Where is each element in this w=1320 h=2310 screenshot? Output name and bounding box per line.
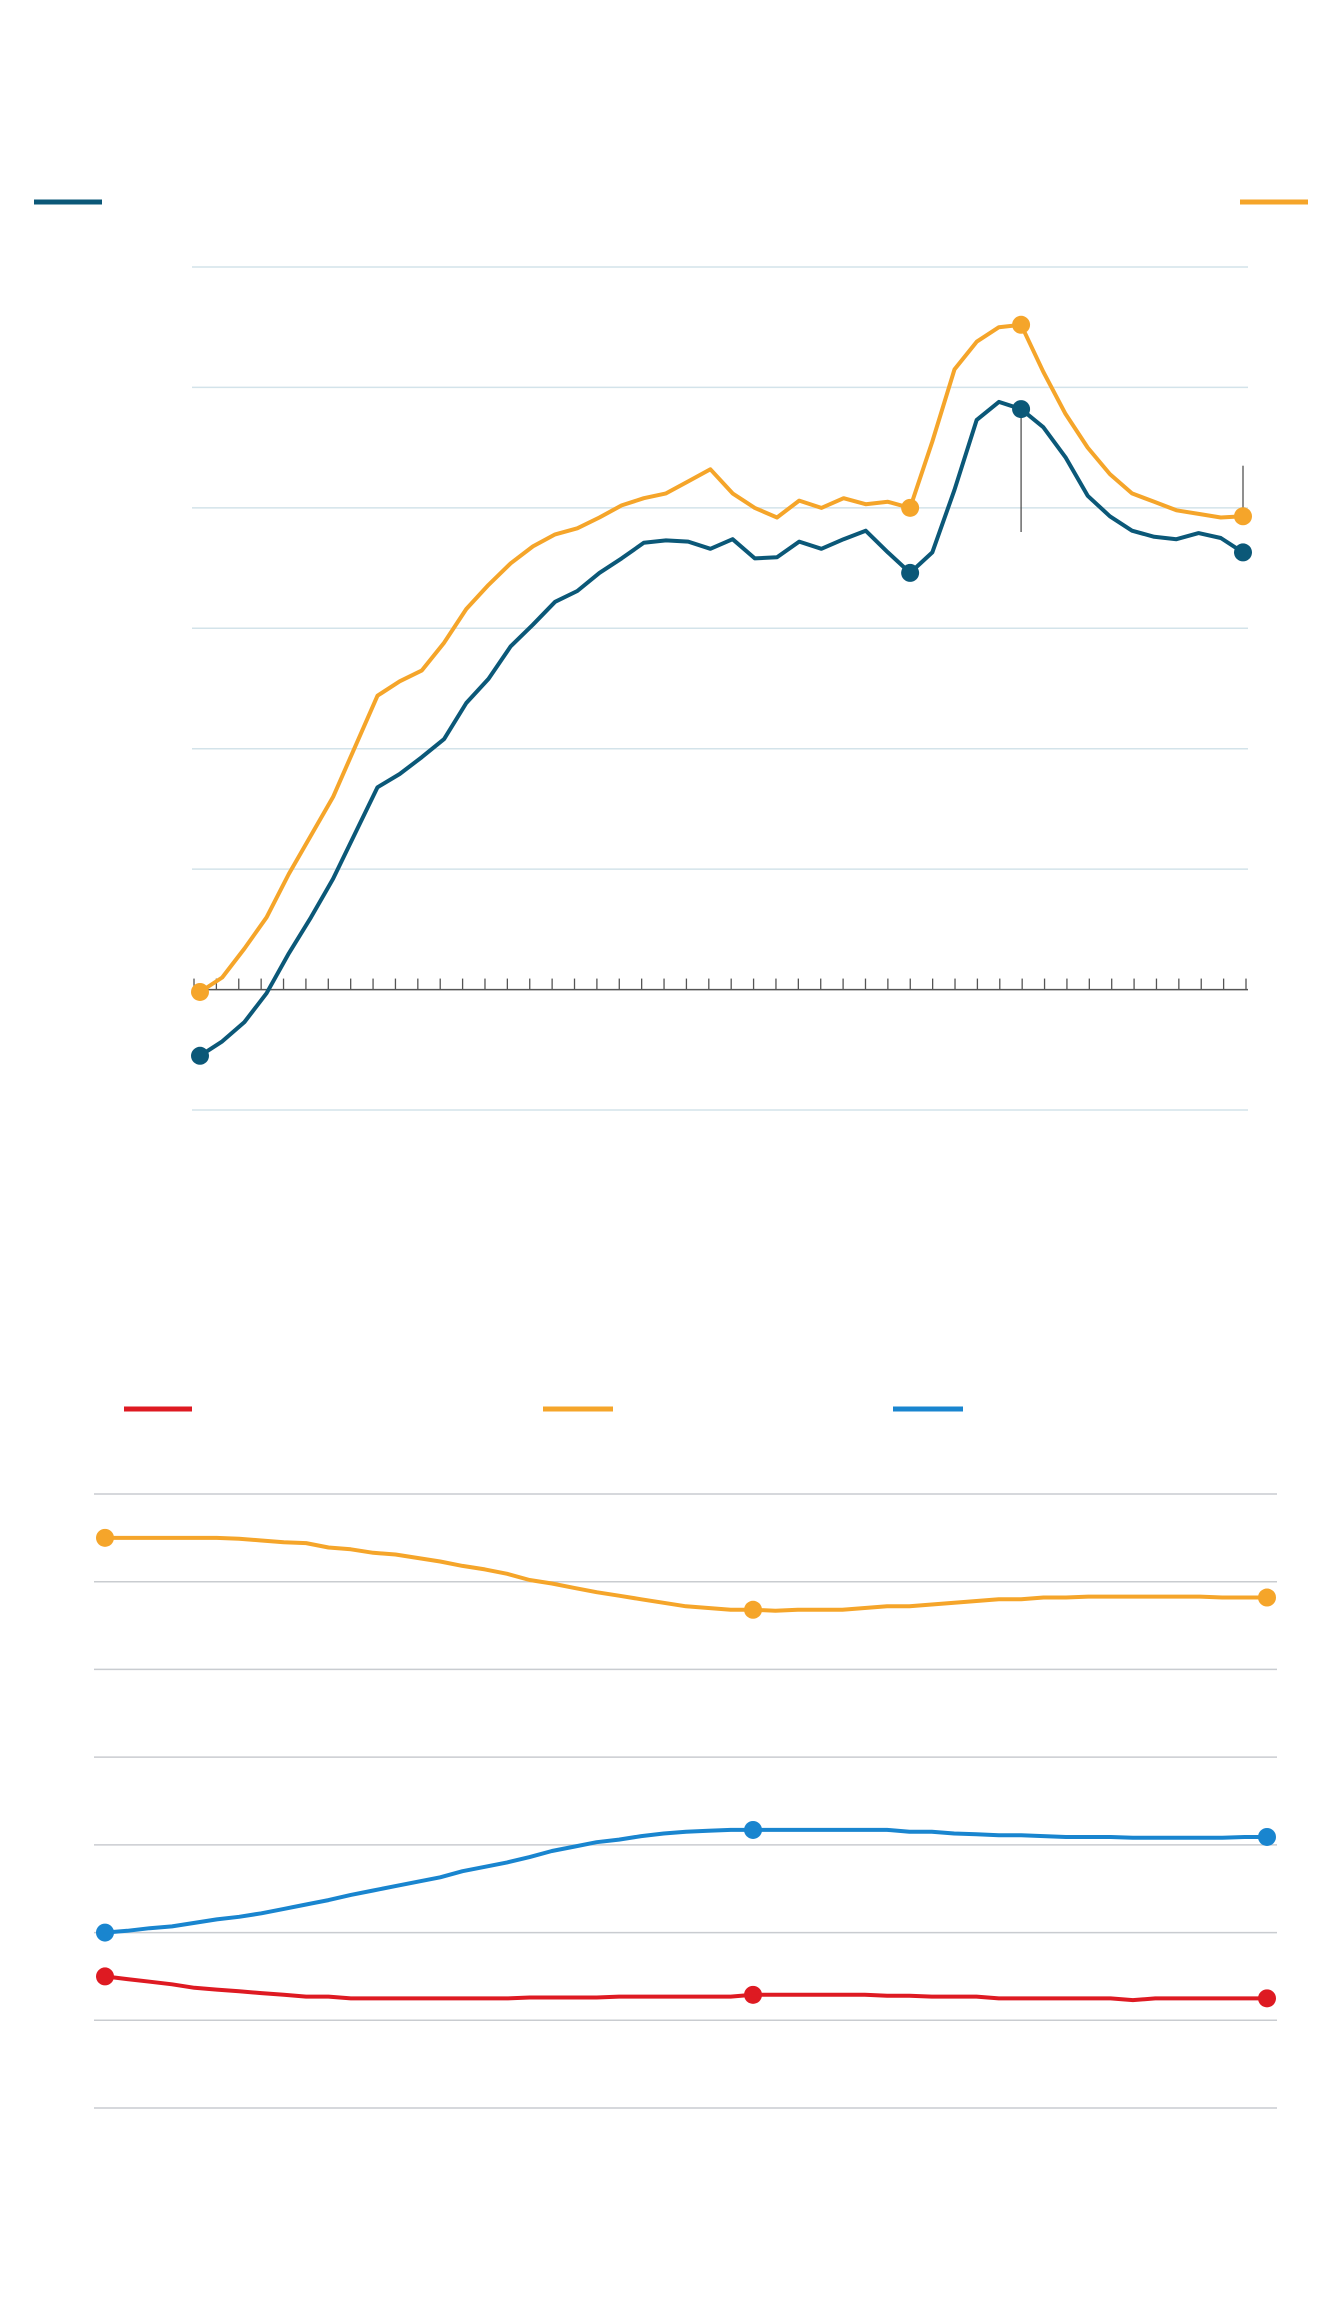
series-1-point (96, 1967, 114, 1986)
series-1-point (1234, 543, 1252, 562)
series-1-point (744, 1985, 763, 2004)
series-3-point (1258, 1827, 1276, 1846)
series-line-1 (103, 1974, 1269, 2003)
series-2-point (96, 1528, 114, 1547)
series-2-point (1258, 1588, 1276, 1607)
series-line-1 (198, 399, 1245, 1058)
top-chart-gridlines (192, 266, 1248, 1111)
series-1-point (1258, 1989, 1276, 2008)
series-line-2 (103, 1535, 1269, 1613)
top-chart-series (191, 315, 1252, 1065)
series-1-point (1012, 400, 1031, 419)
series-2-point (901, 498, 920, 517)
series-1-point (191, 1046, 209, 1065)
top-line-chart (34, 199, 1308, 1111)
series-2-point (191, 982, 209, 1001)
series-3-point (744, 1820, 763, 1839)
series-1-point (901, 563, 920, 582)
series-line-3 (103, 1827, 1269, 1935)
bottom-chart-series (96, 1528, 1276, 2008)
bottom-line-chart (94, 1406, 1277, 2109)
top-chart-zero-axis (192, 978, 1248, 991)
series-2-point (1012, 315, 1031, 334)
series-2-point (1234, 507, 1252, 526)
top-chart-annotations (1020, 401, 1244, 532)
series-line-2 (198, 322, 1245, 994)
series-2-point (744, 1600, 763, 1619)
series-3-point (96, 1923, 114, 1942)
bottom-chart-gridlines (94, 1493, 1277, 2109)
